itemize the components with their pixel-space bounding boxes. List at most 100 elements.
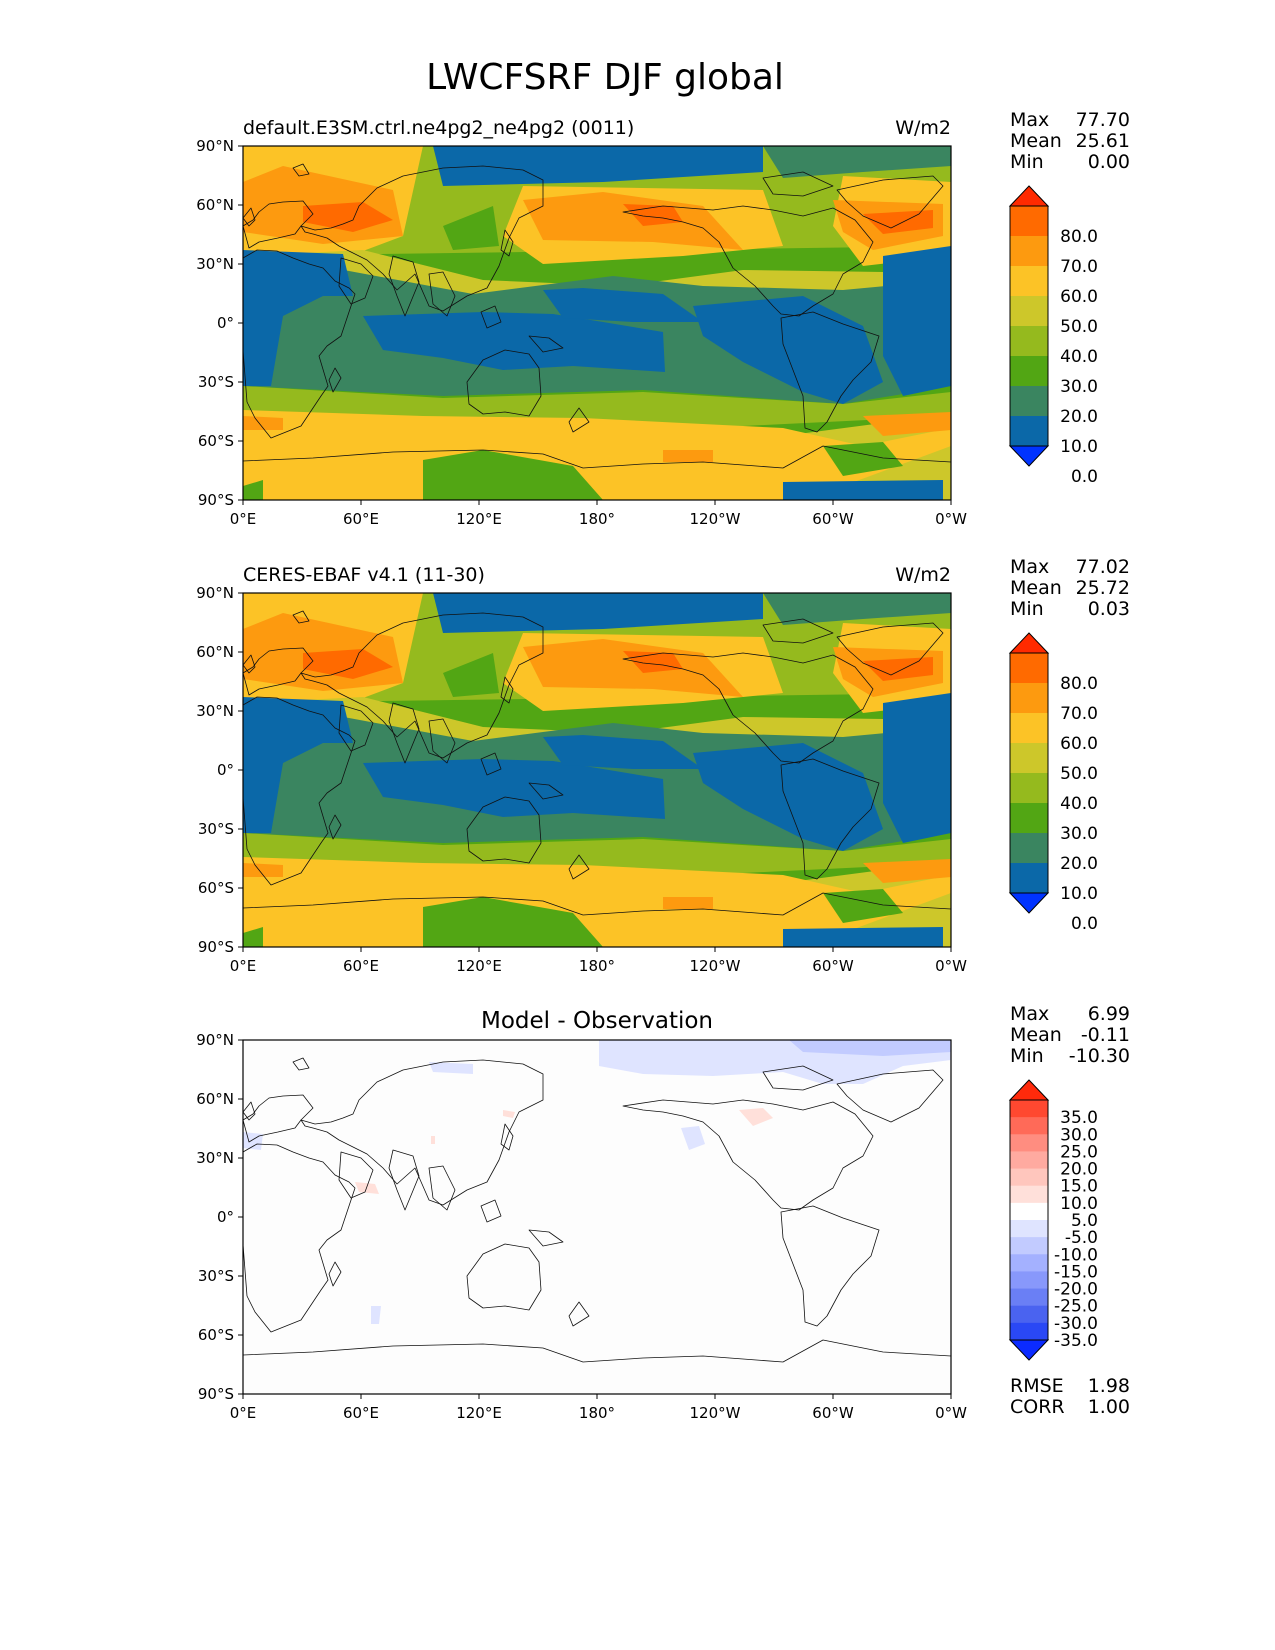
colorbar-label: -25.0 [1054, 1297, 1098, 1317]
lon-tick-label: 0°E [230, 957, 257, 975]
colorbar-label: 70.0 [1060, 704, 1098, 724]
colorbar-label: 10.0 [1060, 884, 1098, 904]
coastline [243, 654, 256, 674]
contour-fill [681, 1126, 705, 1150]
colorbar-label: 70.0 [1060, 257, 1098, 277]
contour-fills [243, 1040, 951, 1394]
contour-fill [663, 897, 713, 909]
contour-fill [431, 1136, 435, 1144]
colorbar-swatch [1010, 356, 1048, 387]
colorbar-frame [1009, 652, 1049, 894]
coastline [500, 1123, 514, 1151]
contour-fill [883, 246, 951, 396]
lon-tick-label: 0°E [230, 1404, 257, 1422]
contour-fill [423, 897, 603, 947]
colorbar-swatch [1010, 1134, 1048, 1152]
units-label: W/m2 [895, 117, 951, 139]
lon-tick-label: 120°W [690, 957, 741, 975]
coastline [243, 1143, 356, 1333]
colorbar: 80.0 70.0 60.0 50.0 40.0 30.0 20.0 10.0 0.0 [1008, 185, 1098, 487]
contour-fill [783, 480, 943, 500]
coastline [328, 814, 342, 840]
coastline [292, 1057, 310, 1071]
lat-tick-label: 30°N [196, 255, 234, 273]
colorbar-label: 30.0 [1060, 377, 1098, 397]
stats-block: Max 77.02 Mean 25.72 Min 0.03 [1010, 556, 1130, 620]
lat-tick-label: 90°N [196, 584, 234, 602]
colorbar-label: 10.0 [1060, 437, 1098, 457]
panel-title: Model - Observation [481, 1008, 713, 1034]
bottom-stat-label: CORR [1010, 1396, 1065, 1418]
contour-fill [243, 857, 951, 947]
colorbar-swatch [1010, 1305, 1048, 1324]
coastline [388, 1149, 420, 1211]
lat-tick-label: 60°S [198, 432, 234, 450]
lat-tick-label: 60°S [198, 879, 234, 897]
coastline [243, 892, 951, 947]
coastline [243, 200, 314, 249]
contour-fill [523, 639, 743, 697]
stats-block: Max 77.70 Mean 25.61 Min 0.00 [1010, 109, 1130, 173]
colorbar-label: 0.0 [1071, 467, 1098, 487]
contour-fill [243, 250, 353, 386]
lon-tick-label: 180° [579, 1404, 615, 1422]
units-label: W/m2 [895, 564, 951, 586]
lat-tick-label: 90°N [196, 1031, 234, 1049]
lat-tick-label: 30°S [198, 373, 234, 391]
coastline [762, 1065, 834, 1091]
coastlines [243, 1057, 951, 1394]
colorbar-extend-min [1008, 445, 1050, 467]
lat-tick-label: 60°N [196, 1090, 234, 1108]
lat-tick-label: 0° [217, 761, 234, 779]
contour-fill [443, 653, 499, 697]
coastline [338, 1151, 374, 1199]
colorbar-label: 10.0 [1060, 1194, 1098, 1214]
coastline [836, 622, 944, 676]
lon-tick-label: 180° [579, 957, 615, 975]
coastline [528, 335, 564, 353]
coastline [466, 796, 542, 864]
map-plot [242, 592, 952, 948]
colorbar-label: 60.0 [1060, 734, 1098, 754]
colorbar-label: -15.0 [1054, 1262, 1098, 1282]
lat-tick-label: 30°N [196, 1149, 234, 1167]
colorbar-label: -35.0 [1054, 1331, 1098, 1351]
stat-value: 25.61 [1076, 130, 1130, 152]
coastline [568, 854, 590, 880]
coastlines [243, 610, 951, 947]
lon-tick-label: 120°W [690, 510, 741, 528]
coastline [243, 1339, 951, 1394]
stat-value: -10.30 [1069, 1045, 1130, 1067]
contour-fill [243, 416, 283, 430]
stat-label: Mean [1010, 1024, 1062, 1046]
coastline [388, 702, 420, 764]
contour-fill [243, 1040, 951, 1394]
contour-fill [783, 927, 943, 947]
coastline [292, 163, 310, 177]
contour-fill [243, 863, 283, 877]
contour-fill [243, 697, 353, 833]
stat-value: 77.02 [1076, 556, 1130, 578]
lat-tick-label: 60°N [196, 643, 234, 661]
coastline [466, 1243, 542, 1311]
colorbar-extend-max [1008, 632, 1050, 654]
bottom-stat-value: 1.00 [1088, 1396, 1130, 1418]
colorbar-swatch [1010, 266, 1048, 297]
coastline [568, 1301, 590, 1327]
stat-label: Min [1010, 598, 1044, 620]
colorbar-swatch [1010, 206, 1048, 237]
coastline [428, 271, 456, 317]
contour-fill [429, 1062, 473, 1074]
contour-fill [863, 412, 951, 436]
colorbar-extend-max [1008, 1079, 1050, 1101]
lat-tick-label: 30°N [196, 702, 234, 720]
stat-label: Mean [1010, 577, 1062, 599]
contour-fill [363, 312, 665, 372]
coastline [292, 610, 310, 624]
colorbar-swatch [1010, 683, 1048, 714]
coastline [622, 205, 874, 317]
contour-fill [303, 649, 393, 679]
coastline [243, 1094, 314, 1143]
colorbar-swatch [1010, 1185, 1048, 1204]
colorbar-label: 25.0 [1060, 1142, 1098, 1162]
